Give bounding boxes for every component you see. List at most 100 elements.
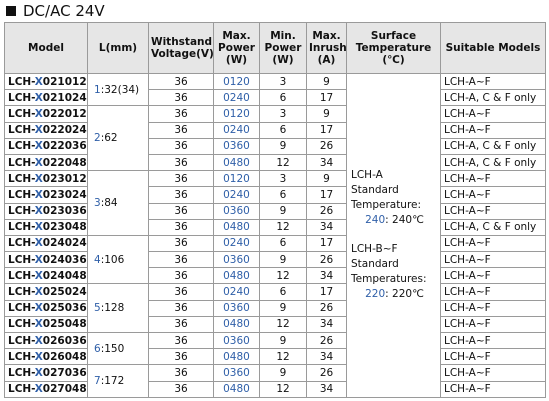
length-number: 6 — [94, 342, 101, 355]
suitable-models-cell: LCH-A~F — [440, 234, 546, 253]
model-prefix: LCH- — [8, 91, 35, 104]
temperature-model: LCH-A — [351, 169, 383, 182]
model-prefix: LCH- — [8, 302, 35, 315]
table-row: LCH-X022036 36 0360 9 26 LCH-A, C & F only — [4, 137, 546, 155]
model-cell: LCH-X027048 — [4, 380, 88, 398]
column-header: Withstand Voltage(V) — [148, 22, 214, 74]
model-prefix: LCH- — [8, 286, 35, 299]
max-power-cell: 0480 — [213, 153, 260, 172]
suitable-models-cell: LCH-A~F — [440, 202, 546, 220]
model-variant: X — [34, 124, 43, 137]
max-inrush-cell: 34 — [306, 218, 347, 236]
suitable-models-cell: LCH-A~F — [440, 331, 546, 350]
model-variant: X — [34, 75, 43, 88]
length-cell: 1:32(34) — [87, 72, 149, 107]
column-header: Surface Temperature (℃) — [346, 22, 441, 74]
length-separator: : — [100, 83, 105, 96]
max-power-cell: 0240 — [213, 186, 260, 204]
voltage-cell: 36 — [148, 331, 214, 350]
voltage-cell: 36 — [148, 267, 214, 285]
suitable-models-cell: LCH-A~F — [440, 121, 546, 139]
max-power-cell: 0480 — [213, 315, 260, 334]
suitable-models-cell: LCH-A, C & F only — [440, 137, 546, 155]
table-row: LCH-X024048 36 0480 12 34 LCH-A~F — [4, 267, 546, 285]
length-value: 84 — [104, 197, 118, 209]
max-power-cell: 0480 — [213, 267, 260, 285]
model-prefix: LCH- — [8, 221, 35, 234]
model-code: 022048 — [42, 156, 87, 169]
min-power-cell: 12 — [259, 315, 307, 334]
model-code: 023012 — [42, 172, 87, 185]
model-prefix: LCH- — [8, 172, 35, 185]
suitable-models-cell: LCH-A~F — [440, 348, 546, 366]
model-code: 024036 — [42, 253, 87, 266]
model-prefix: LCH- — [8, 237, 35, 250]
max-power-cell: 0120 — [213, 170, 260, 188]
max-inrush-cell: 34 — [306, 315, 347, 334]
length-value: 128 — [104, 302, 125, 315]
max-inrush-cell: 26 — [306, 299, 347, 317]
min-power-cell: 12 — [259, 218, 307, 236]
model-prefix: LCH- — [8, 205, 35, 218]
suitable-models-cell: LCH-A~F — [440, 283, 546, 301]
max-inrush-cell: 9 — [306, 170, 347, 188]
model-prefix: LCH- — [8, 124, 35, 137]
model-code: 025048 — [42, 318, 87, 331]
max-inrush-cell: 17 — [306, 121, 347, 139]
model-cell: LCH-X021012 — [4, 72, 88, 91]
model-variant: X — [34, 334, 43, 347]
model-prefix: LCH- — [8, 75, 35, 88]
min-power-cell: 3 — [259, 105, 307, 123]
model-code: 021024 — [42, 91, 87, 104]
model-code: 025036 — [42, 302, 87, 315]
min-power-cell: 9 — [259, 364, 307, 382]
model-variant: X — [34, 91, 43, 104]
table-row: LCH-X024036 36 0360 9 26 LCH-A~F — [4, 251, 546, 269]
length-separator: : — [100, 197, 105, 209]
length-value: 150 — [104, 342, 125, 355]
length-number: 5 — [94, 302, 101, 315]
model-prefix: LCH- — [8, 366, 35, 379]
model-code: 025024 — [42, 286, 87, 299]
max-inrush-cell: 17 — [306, 186, 347, 204]
max-power-cell: 0360 — [213, 299, 260, 317]
temperature-separator: : — [385, 288, 389, 301]
table-row: LCH-X025036 36 0360 9 26 LCH-A~F — [4, 299, 546, 317]
min-power-cell: 6 — [259, 186, 307, 204]
model-code: 023024 — [42, 188, 87, 201]
min-power-cell: 9 — [259, 137, 307, 155]
model-cell: LCH-X022012 — [4, 105, 88, 123]
header: DC/AC 24V — [0, 0, 549, 22]
temperature-block: LCH-B~F Standard Temperatures: 220: 220℃ — [351, 242, 438, 302]
column-header: Min. Power (W) — [259, 22, 307, 74]
voltage-cell: 36 — [148, 348, 214, 366]
column-header: Model — [4, 22, 88, 74]
voltage-cell: 36 — [148, 283, 214, 301]
voltage-cell: 36 — [148, 299, 214, 317]
model-prefix: LCH- — [8, 140, 35, 153]
model-variant: X — [34, 286, 43, 299]
model-prefix: LCH- — [8, 156, 35, 169]
length-value: 106 — [104, 253, 125, 266]
model-code: 021012 — [42, 75, 87, 88]
max-power-cell: 0240 — [213, 89, 260, 107]
max-power-cell: 0480 — [213, 218, 260, 236]
model-prefix: LCH- — [8, 334, 35, 347]
table-row: LCH-X021024 36 0240 6 17 LCH-A, C & F only — [4, 89, 546, 107]
table-row: LCH-X022024 36 0240 6 17 LCH-A~F — [4, 121, 546, 139]
min-power-cell: 12 — [259, 348, 307, 366]
voltage-cell: 36 — [148, 72, 214, 91]
length-cell: 6:150 — [87, 331, 149, 366]
table-row: LCH-X025048 36 0480 12 34 LCH-A~F — [4, 315, 546, 334]
max-power-cell: 0360 — [213, 364, 260, 382]
column-header: Max. Power (W) — [213, 22, 260, 74]
model-cell: LCH-X023024 — [4, 186, 88, 204]
min-power-cell: 6 — [259, 283, 307, 301]
length-number: 3 — [94, 197, 101, 209]
voltage-cell: 36 — [148, 380, 214, 398]
suitable-models-cell: LCH-A~F — [440, 170, 546, 188]
min-power-cell: 12 — [259, 380, 307, 398]
model-cell: LCH-X024024 — [4, 234, 88, 253]
table-row: LCH-X022012 2:62 36 0120 3 9 LCH-A~F — [4, 105, 546, 172]
model-code: 023036 — [42, 205, 87, 218]
